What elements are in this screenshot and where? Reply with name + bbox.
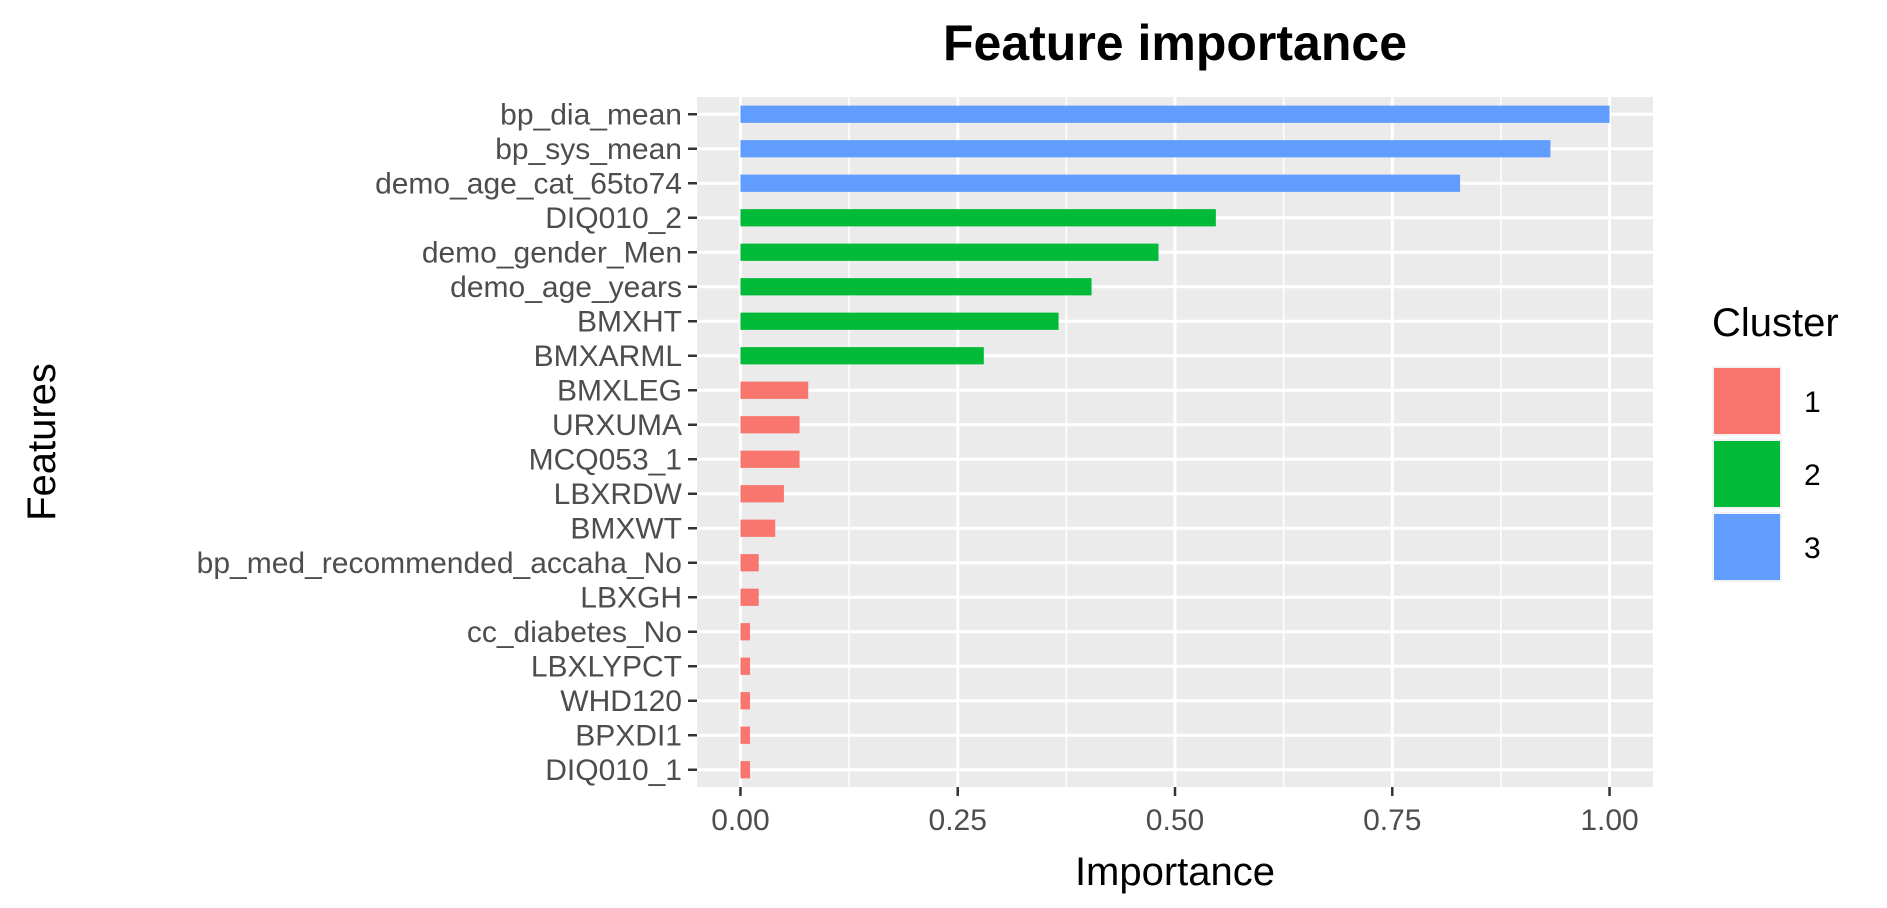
- y-tick-label: cc_diabetes_No: [467, 616, 682, 649]
- legend-key: [1714, 368, 1780, 434]
- bar: [740, 347, 984, 365]
- bar: [740, 450, 800, 468]
- bar: [740, 588, 759, 606]
- y-tick-label: BMXLEG: [557, 374, 682, 407]
- legend-key: [1714, 441, 1780, 507]
- y-tick-label: DIQ010_1: [545, 754, 682, 787]
- bar: [740, 519, 776, 537]
- bar: [740, 623, 751, 641]
- y-tick-label: LBXLYPCT: [531, 650, 682, 683]
- y-tick-label: bp_med_recommended_accaha_No: [197, 547, 682, 580]
- y-axis-title: Features: [20, 363, 64, 521]
- bar: [740, 209, 1216, 227]
- bar: [740, 761, 751, 779]
- legend: Cluster 1 2 3: [1712, 301, 1839, 582]
- bar: [740, 554, 759, 572]
- x-tick-label: 0.00: [711, 804, 769, 837]
- legend-title: Cluster: [1712, 301, 1839, 345]
- bar: [740, 416, 800, 434]
- y-tick-label: DIQ010_2: [545, 202, 682, 235]
- x-axis-title: Importance: [1075, 850, 1275, 894]
- legend-key: [1714, 514, 1780, 580]
- y-tick-label: BPXDI1: [575, 719, 682, 752]
- bar: [740, 278, 1092, 296]
- bar: [740, 485, 784, 503]
- bars: [740, 105, 1610, 779]
- y-tick-label: demo_gender_Men: [422, 236, 682, 269]
- bar: [740, 692, 751, 710]
- y-tick-label: BMXHT: [577, 305, 682, 338]
- x-tick-label: 0.50: [1146, 804, 1204, 837]
- legend-label: 1: [1804, 386, 1821, 419]
- bar: [740, 657, 751, 675]
- y-tick-label: demo_age_cat_65to74: [375, 167, 682, 200]
- y-tick-label: LBXRDW: [554, 478, 683, 511]
- legend-label: 3: [1804, 532, 1821, 565]
- bar: [740, 140, 1551, 158]
- y-axis: bp_dia_meanbp_sys_meandemo_age_cat_65to7…: [197, 98, 697, 787]
- bar: [740, 381, 809, 399]
- y-tick-label: WHD120: [560, 685, 682, 718]
- x-tick-label: 0.75: [1363, 804, 1421, 837]
- bar: [740, 174, 1461, 192]
- y-tick-label: BMXWT: [570, 512, 682, 545]
- x-tick-label: 1.00: [1580, 804, 1638, 837]
- y-tick-label: MCQ053_1: [529, 443, 682, 476]
- bar: [740, 726, 751, 744]
- y-tick-label: bp_sys_mean: [495, 133, 682, 166]
- y-tick-label: bp_dia_mean: [500, 98, 682, 131]
- x-tick-label: 0.25: [929, 804, 987, 837]
- legend-label: 2: [1804, 459, 1821, 492]
- y-tick-label: LBXGH: [580, 581, 682, 614]
- y-tick-label: BMXARML: [534, 340, 682, 373]
- y-tick-label: demo_age_years: [450, 271, 682, 304]
- chart-title: Feature importance: [943, 15, 1407, 71]
- bar: [740, 312, 1059, 330]
- bar: [740, 243, 1159, 261]
- x-axis: 0.00 0.25 0.50 0.75 1.00: [711, 787, 1639, 837]
- y-tick-label: URXUMA: [552, 409, 682, 442]
- bar: [740, 105, 1610, 123]
